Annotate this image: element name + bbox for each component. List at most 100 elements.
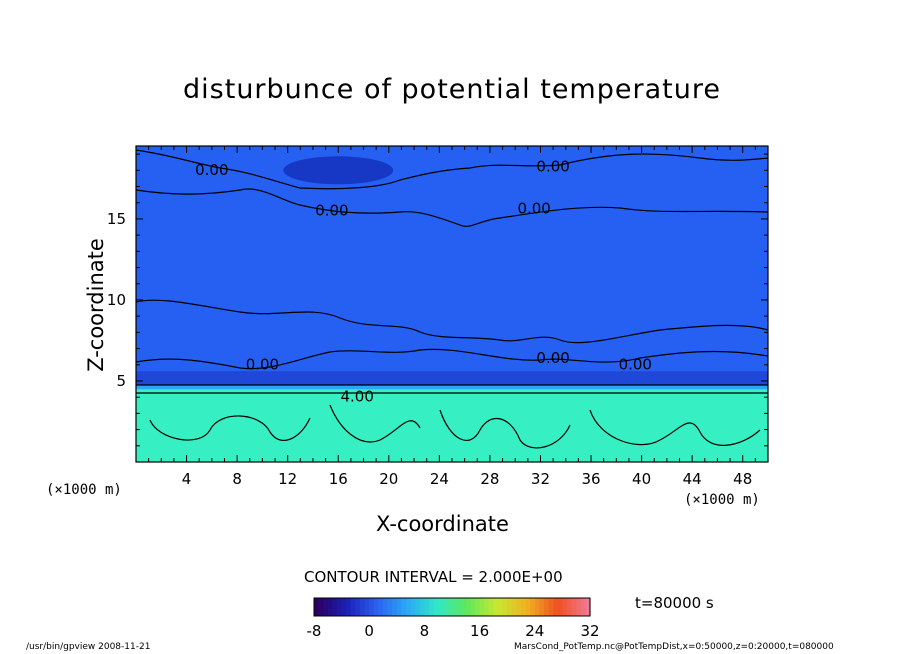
colorbar-cell (442, 598, 448, 616)
contour-lines (135, 149, 769, 449)
x-tick-label: 44 (683, 470, 702, 488)
colorbar-cell (580, 598, 586, 616)
colorbar-cell (516, 598, 522, 616)
colorbar-cell (438, 598, 444, 616)
colorbar-cell (396, 598, 402, 616)
x-tick-label: 8 (232, 470, 242, 488)
colorbar: -8 0 8 16 24 32 (307, 597, 600, 640)
contour-label-3: 0.00 (517, 200, 550, 218)
colorbar-cell (378, 598, 384, 616)
contour-interval: CONTOUR INTERVAL = 2.000E+00 (304, 568, 563, 586)
colorbar-cell (447, 598, 453, 616)
colorbar-cell (346, 598, 352, 616)
colorbar-cell (401, 598, 407, 616)
colorbar-tick-label: 16 (470, 622, 489, 640)
colorbar-cell (327, 598, 333, 616)
colorbar-cell (502, 598, 508, 616)
time-label: t=80000 s (635, 594, 714, 612)
colorbar-cell (383, 598, 389, 616)
colorbar-cell (387, 598, 393, 616)
colorbar-cell (465, 598, 471, 616)
colorbar-cell (337, 598, 343, 616)
x-tick-label: 40 (632, 470, 651, 488)
contour-line-6 (149, 404, 761, 449)
contour-label-2: 0.00 (315, 201, 348, 219)
x-tick-label: 36 (581, 470, 600, 488)
colorbar-cell (585, 598, 591, 616)
colorbar-cell (498, 598, 504, 616)
colorbar-cell (567, 598, 573, 616)
x-tick-label: 12 (278, 470, 297, 488)
colorbar-cell (470, 598, 476, 616)
contour-line-2 (135, 299, 769, 344)
colorbar-cell (314, 598, 320, 616)
colorbar-cell (484, 598, 490, 616)
colorbar-cell (548, 598, 554, 616)
contour-label-4: 0.00 (246, 355, 279, 373)
contour-line-0 (135, 149, 769, 190)
cold-pocket (283, 156, 394, 185)
colorbar-cell (350, 598, 356, 616)
contour-label-6: 0.00 (619, 355, 652, 373)
colorbar-cell (475, 598, 481, 616)
colorbar-cell (511, 598, 517, 616)
colorbar-cell (355, 598, 361, 616)
contour-line-3 (135, 348, 769, 370)
contour-label-5: 0.00 (536, 349, 569, 367)
colorbar-cell (392, 598, 398, 616)
colorbar-cell (360, 598, 366, 616)
colorbar-cell (557, 598, 563, 616)
y-tick-label: 5 (116, 372, 126, 390)
colorbar-cell (318, 598, 324, 616)
y-axis-ticks: 5 10 15 (107, 153, 768, 447)
contour-label-7: 4.00 (340, 388, 373, 406)
colorbar-cell (479, 598, 485, 616)
contour-labels: 0.00 0.00 0.00 0.00 0.00 0.00 0.00 4.00 (195, 158, 652, 406)
x-tick-label: 24 (430, 470, 449, 488)
colorbar-cell (544, 598, 550, 616)
y-tick-label: 10 (107, 291, 126, 309)
x-tick-label: 16 (329, 470, 348, 488)
colorbar-cell (429, 598, 435, 616)
contour-label-1: 0.00 (536, 158, 569, 176)
colorbar-cell (534, 598, 540, 616)
colorbar-tick-label: 32 (580, 622, 599, 640)
footer-right: MarsCond_PotTemp.nc@PotTempDist,x=0:5000… (514, 642, 834, 652)
colorbar-cell (461, 598, 467, 616)
region-0 (136, 389, 768, 462)
color-field (136, 146, 768, 462)
colorbar-tick-label: 0 (364, 622, 374, 640)
x-tick-label: 48 (733, 470, 752, 488)
transition-band (136, 385, 768, 390)
x-unit-left: (×1000 m) (46, 482, 122, 498)
region-1 (136, 146, 768, 390)
colorbar-cell (493, 598, 499, 616)
colorbar-cell (539, 598, 545, 616)
colorbar-cell (332, 598, 338, 616)
x-axis-ticks: 4 8 12 16 20 24 28 32 36 40 44 48 (148, 146, 756, 488)
colorbar-cell (415, 598, 421, 616)
x-tick-label: 28 (480, 470, 499, 488)
footer-left: /usr/bin/gpview 2008-11-21 (26, 642, 151, 652)
colorbar-cell (525, 598, 531, 616)
contour-line-1 (135, 188, 769, 227)
colorbar-cell (364, 598, 370, 616)
y-axis-label: Z-coordinate (84, 238, 108, 372)
colorbar-cell (456, 598, 462, 616)
colorbar-cell (530, 598, 536, 616)
colorbar-cell (553, 598, 559, 616)
colorbar-tick-label: -8 (307, 622, 322, 640)
colorbar-frame (313, 597, 591, 617)
colorbar-cell (571, 598, 577, 616)
contour-label-0: 0.00 (195, 161, 228, 179)
colorbar-cell (323, 598, 329, 616)
x-tick-label: 20 (379, 470, 398, 488)
colorbar-cell (452, 598, 458, 616)
colorbar-cell (488, 598, 494, 616)
colorbar-cell (507, 598, 513, 616)
colorbar-cell (410, 598, 416, 616)
x-unit-right: (×1000 m) (684, 492, 760, 508)
colorbar-cell (424, 598, 430, 616)
colorbar-cell (369, 598, 375, 616)
